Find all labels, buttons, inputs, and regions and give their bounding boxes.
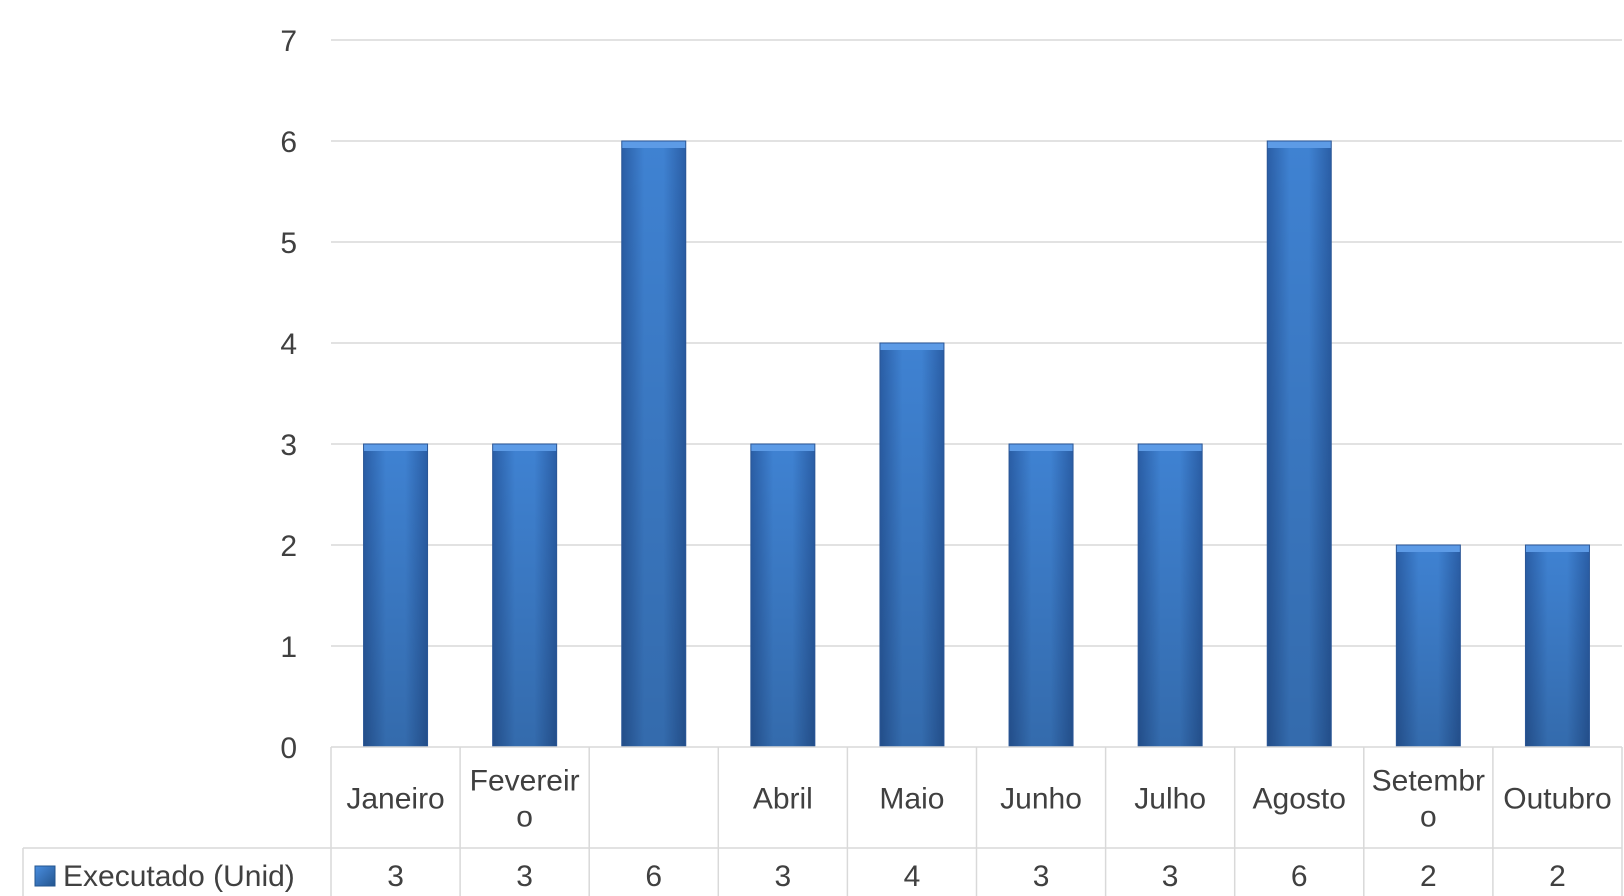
table-cell-value: 3 [775,860,792,893]
category-label: Janeiro [346,783,444,816]
table-cell-value: 3 [387,860,404,893]
bar [492,443,558,748]
bar [621,140,687,748]
bar [1266,140,1332,748]
y-tick-label: 5 [280,227,297,260]
category-label: Outubro [1503,783,1611,816]
bar [1395,544,1461,748]
y-tick-label: 3 [280,429,297,462]
category-label: Setembr [1372,765,1485,798]
table-cell-value: 2 [1420,860,1437,893]
bar [363,443,429,748]
category-label: o [1420,801,1437,834]
legend-swatch [34,865,56,887]
bar [1137,443,1203,748]
table-cell-value: 3 [1033,860,1050,893]
bar [1524,544,1590,748]
category-label: Abril [753,783,813,816]
bar [1008,443,1074,748]
y-tick-label: 1 [280,631,297,664]
bars [363,140,1590,748]
bar [879,342,945,748]
table-cell-value: 2 [1549,860,1566,893]
table-cell-value: 6 [645,860,662,893]
category-label: Fevereir [470,765,580,798]
legend-label: Executado (Unid) [63,860,295,893]
table-cell-value: 6 [1291,860,1308,893]
y-tick-label: 0 [280,732,297,765]
category-label: o [516,801,533,834]
y-tick-label: 6 [280,126,297,159]
table-cell-value: 3 [1162,860,1179,893]
y-tick-label: 2 [280,530,297,563]
y-tick-label: 7 [280,25,297,58]
table-cell-value: 3 [516,860,533,893]
bar [750,443,816,748]
category-label: Maio [879,783,944,816]
category-label: Agosto [1253,783,1346,816]
category-label: Julho [1134,783,1206,816]
y-axis: 0 1 2 3 4 5 6 7 [280,25,297,765]
y-tick-label: 4 [280,328,297,361]
category-label: Junho [1000,783,1082,816]
table-cell-value: 4 [904,860,921,893]
